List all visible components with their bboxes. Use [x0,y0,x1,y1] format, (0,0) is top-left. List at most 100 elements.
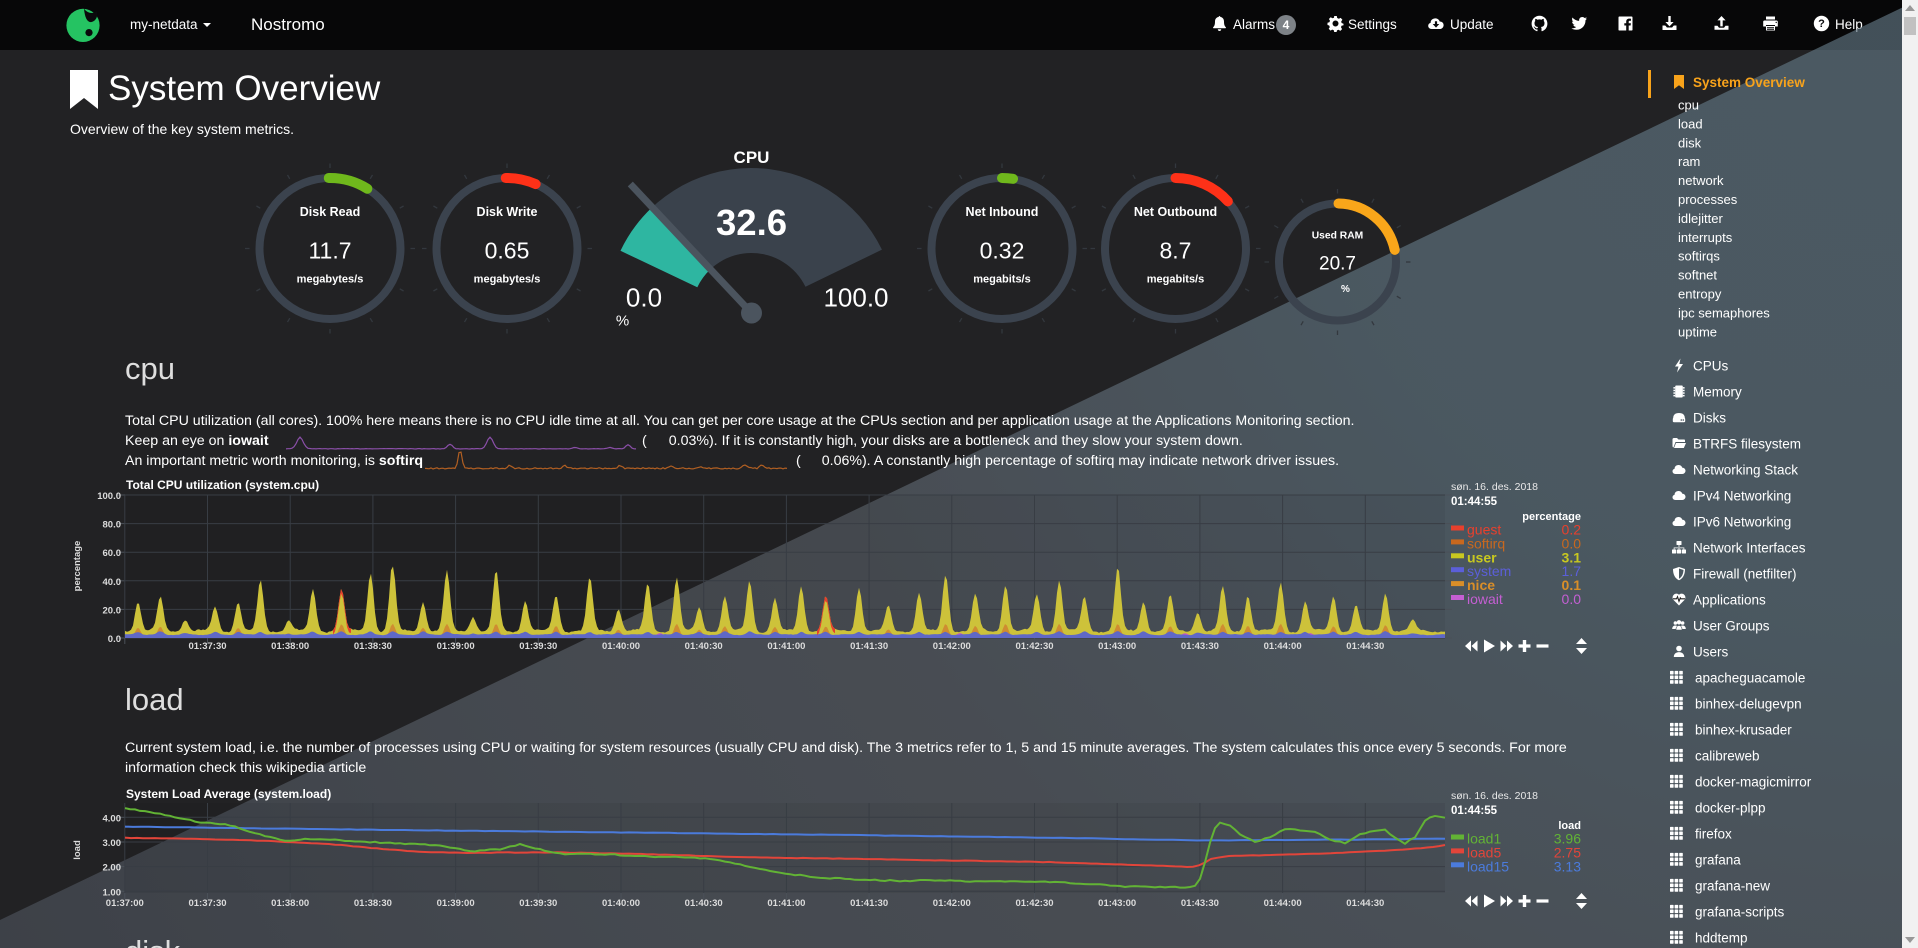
svg-text:processes: processes [1678,192,1738,207]
svg-text:01:44:30: 01:44:30 [1346,898,1384,909]
svg-text:1.00: 1.00 [103,887,122,898]
svg-text:01:42:00: 01:42:00 [933,641,971,652]
svg-text:11.7: 11.7 [308,238,351,264]
svg-text:grafana: grafana [1695,853,1741,868]
svg-text:megabits/s: megabits/s [1147,274,1204,286]
svg-text:20.0: 20.0 [103,605,122,616]
svg-text:01:44:55: 01:44:55 [1451,805,1498,817]
svg-text:softirqs: softirqs [1678,249,1720,264]
svg-text:IPv6 Networking: IPv6 Networking [1693,515,1791,530]
svg-text:01:42:30: 01:42:30 [1015,898,1053,909]
svg-text:softnet: softnet [1678,268,1717,283]
svg-text:firefox: firefox [1695,827,1732,842]
svg-text:Firewall (netfilter): Firewall (netfilter) [1693,567,1797,582]
svg-text:01:38:00: 01:38:00 [271,641,309,652]
svg-text:binhex-krusader: binhex-krusader [1695,723,1792,738]
svg-text:0.0: 0.0 [626,283,662,313]
svg-text:01:37:00: 01:37:00 [106,898,144,909]
svg-text:idlejitter: idlejitter [1678,211,1723,226]
svg-text:01:43:00: 01:43:00 [1098,898,1136,909]
svg-text:uptime: uptime [1678,324,1717,339]
svg-text:binhex-delugevpn: binhex-delugevpn [1695,697,1802,712]
svg-text:01:44:30: 01:44:30 [1346,641,1384,652]
svg-text:2.00: 2.00 [103,863,122,874]
svg-text:megabytes/s: megabytes/s [474,274,541,286]
svg-text:søn. 16. des. 2018: søn. 16. des. 2018 [1451,790,1538,802]
svg-text:IPv4 Networking: IPv4 Networking [1693,489,1791,504]
svg-text:100.0: 100.0 [97,491,121,502]
svg-text:CPU: CPU [734,148,770,167]
svg-text:01:41:00: 01:41:00 [767,641,805,652]
svg-text:01:43:30: 01:43:30 [1181,898,1219,909]
svg-text:01:42:30: 01:42:30 [1015,641,1053,652]
svg-text:3.13: 3.13 [1554,858,1581,874]
svg-text:BTRFS filesystem: BTRFS filesystem [1693,437,1801,452]
svg-text:01:38:00: 01:38:00 [271,898,309,909]
svg-text:Net Inbound: Net Inbound [966,205,1039,219]
svg-text:0.32: 0.32 [980,238,1025,264]
svg-text:load: load [1678,116,1703,131]
svg-text:System Overview: System Overview [1693,75,1805,90]
svg-text:01:44:00: 01:44:00 [1264,898,1302,909]
svg-text:0.0: 0.0 [1562,591,1582,607]
svg-text:80.0: 80.0 [103,520,122,531]
svg-text:40.0: 40.0 [103,577,122,588]
svg-text:megabytes/s: megabytes/s [297,274,364,286]
svg-text:01:39:00: 01:39:00 [437,898,475,909]
svg-text:8.7: 8.7 [1160,238,1192,264]
svg-text:32.6: 32.6 [716,202,787,243]
svg-text:01:41:30: 01:41:30 [850,641,888,652]
svg-text:01:37:30: 01:37:30 [188,641,226,652]
svg-text:01:38:30: 01:38:30 [354,898,392,909]
svg-text:01:42:00: 01:42:00 [933,898,971,909]
svg-text:01:41:00: 01:41:00 [767,898,805,909]
svg-text:Net Outbound: Net Outbound [1134,205,1217,219]
svg-text:01:40:00: 01:40:00 [602,641,640,652]
svg-text:megabits/s: megabits/s [973,274,1030,286]
svg-text:grafana-scripts: grafana-scripts [1695,905,1785,920]
svg-text:01:43:30: 01:43:30 [1181,641,1219,652]
svg-text:Disk Write: Disk Write [477,205,538,219]
svg-text:01:43:00: 01:43:00 [1098,641,1136,652]
svg-text:load15: load15 [1467,858,1509,874]
svg-text:01:40:30: 01:40:30 [685,641,723,652]
svg-text:20.7: 20.7 [1319,254,1356,275]
svg-text:0.0: 0.0 [108,634,121,645]
svg-text:01:44:00: 01:44:00 [1264,641,1302,652]
svg-text:%: % [616,313,629,330]
svg-text:CPUs: CPUs [1693,359,1729,374]
svg-text:01:44:55: 01:44:55 [1451,496,1498,508]
svg-text:4.00: 4.00 [103,813,122,824]
svg-text:Users: Users [1693,645,1729,660]
svg-text:01:40:00: 01:40:00 [602,898,640,909]
svg-text:entropy: entropy [1678,287,1722,302]
svg-text:System Load Average (system.lo: System Load Average (system.load) [126,787,331,801]
svg-text:iowait: iowait [1467,591,1503,607]
svg-text:100.0: 100.0 [823,283,888,313]
svg-text:01:40:30: 01:40:30 [685,898,723,909]
svg-text:load: load [72,840,83,860]
svg-text:Used RAM: Used RAM [1312,231,1364,242]
svg-text:søn. 16. des. 2018: søn. 16. des. 2018 [1451,481,1538,493]
svg-text:docker-magicmirror: docker-magicmirror [1695,775,1812,790]
svg-text:docker-plpp: docker-plpp [1695,801,1766,816]
svg-text:Disk Read: Disk Read [300,205,360,219]
svg-text:cpu: cpu [1678,98,1699,113]
svg-text:Disks: Disks [1693,411,1726,426]
svg-text:grafana-new: grafana-new [1695,879,1770,894]
svg-text:network: network [1678,173,1724,188]
svg-text:hddtemp: hddtemp [1695,931,1748,946]
svg-text:percentage: percentage [72,541,83,592]
svg-text:01:39:30: 01:39:30 [519,641,557,652]
svg-text:01:39:30: 01:39:30 [519,898,557,909]
svg-text:%: % [1341,284,1350,295]
svg-text:ipc semaphores: ipc semaphores [1678,305,1770,320]
svg-text:01:41:30: 01:41:30 [850,898,888,909]
svg-text:apacheguacamole: apacheguacamole [1695,671,1805,686]
svg-text:3.00: 3.00 [103,838,122,849]
svg-text:Memory: Memory [1693,385,1742,400]
svg-text:disk: disk [1678,135,1702,150]
svg-text:interrupts: interrupts [1678,230,1733,245]
svg-text:ram: ram [1678,154,1700,169]
svg-text:01:39:00: 01:39:00 [437,641,475,652]
